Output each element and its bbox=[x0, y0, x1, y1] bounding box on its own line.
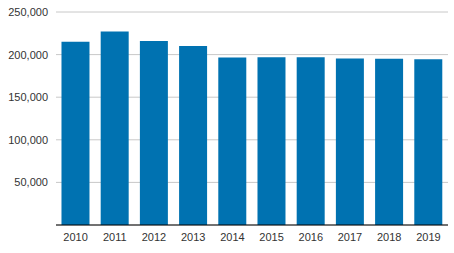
svg-text:2017: 2017 bbox=[338, 231, 362, 243]
svg-text:50,000: 50,000 bbox=[14, 176, 48, 188]
svg-text:2014: 2014 bbox=[220, 231, 244, 243]
svg-text:100,000: 100,000 bbox=[8, 134, 48, 146]
svg-text:2010: 2010 bbox=[63, 231, 87, 243]
svg-text:2013: 2013 bbox=[181, 231, 205, 243]
svg-text:2019: 2019 bbox=[416, 231, 440, 243]
svg-text:2015: 2015 bbox=[259, 231, 283, 243]
svg-text:150,000: 150,000 bbox=[8, 91, 48, 103]
svg-text:2012: 2012 bbox=[142, 231, 166, 243]
svg-text:2016: 2016 bbox=[299, 231, 323, 243]
svg-text:2011: 2011 bbox=[103, 231, 127, 243]
svg-text:250,000: 250,000 bbox=[8, 6, 48, 18]
svg-text:2018: 2018 bbox=[377, 231, 401, 243]
svg-text:200,000: 200,000 bbox=[8, 49, 48, 61]
